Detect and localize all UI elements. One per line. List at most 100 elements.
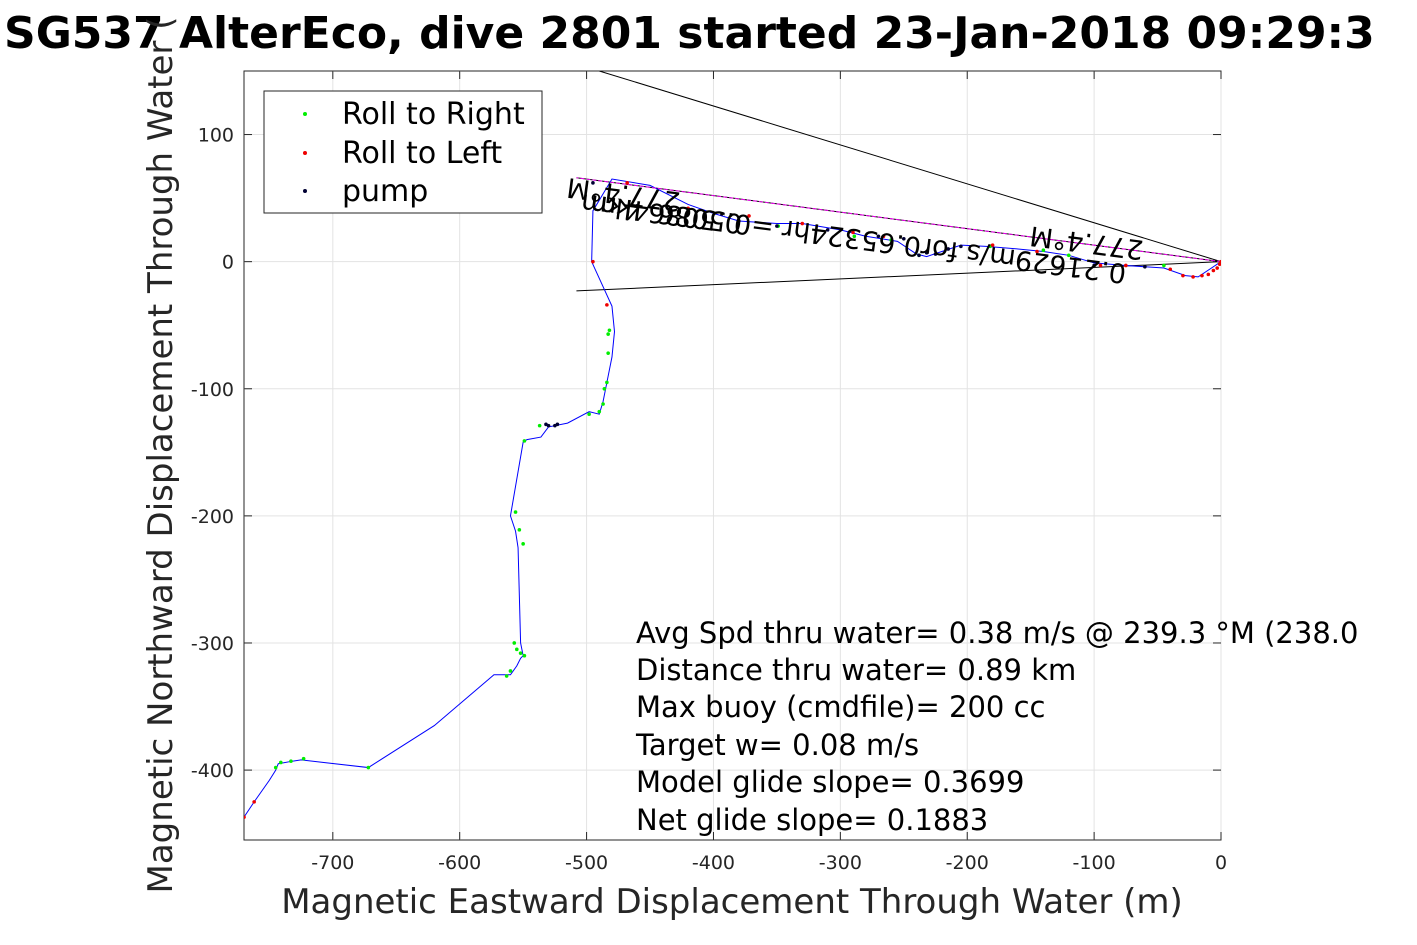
roll-left-point — [747, 214, 751, 218]
y-tick-label: 100 — [198, 125, 234, 147]
roll-right-point — [278, 760, 283, 765]
x-tick-label: 0 — [1215, 852, 1227, 874]
roll-left-point — [1215, 266, 1219, 270]
pump-point — [591, 181, 595, 185]
pump-point — [876, 234, 881, 239]
roll-left-point — [1211, 268, 1216, 273]
roll-left-point — [625, 181, 629, 185]
roll-right-point — [1041, 248, 1046, 253]
roll-right-point — [301, 756, 306, 761]
roll-left-point — [800, 221, 805, 226]
roll-right-point — [518, 651, 523, 655]
roll-left-point — [1206, 272, 1211, 277]
roll-right-point — [537, 423, 542, 428]
roll-left-point — [686, 206, 690, 211]
y-tick-label: 0 — [222, 252, 234, 274]
annotation-max-buoy: Max buoy (cmdfile)= 200 cc — [636, 690, 1045, 724]
x-tick-label: -500 — [565, 852, 608, 874]
pump-point — [1092, 263, 1096, 268]
roll-right-point — [513, 510, 518, 514]
pump-point — [901, 236, 906, 241]
roll-right-point — [522, 653, 527, 658]
roll-left-point — [990, 243, 995, 247]
pump-point — [924, 250, 929, 255]
roll-right-point — [366, 765, 371, 770]
pump-point — [775, 224, 779, 228]
roll-right-point — [587, 412, 591, 416]
pump-point — [917, 253, 921, 258]
annotation-net-glide: Net glide slope= 0.1883 — [636, 803, 988, 837]
legend-marker-pump — [303, 189, 307, 193]
roll-right-point — [607, 328, 612, 333]
roll-right-point — [273, 765, 278, 770]
roll-left-point — [591, 259, 595, 264]
roll-left-point — [1124, 263, 1128, 268]
legend-marker-roll-left — [303, 151, 307, 155]
annotation-distance: Distance thru water= 0.89 km — [636, 653, 1076, 687]
data-markers — [244, 181, 1221, 819]
roll-left-point — [1191, 275, 1195, 279]
pump-point — [686, 211, 690, 216]
roll-left-point — [1200, 273, 1204, 278]
roll-right-point — [512, 641, 517, 645]
axis-ticks: -700 -600 -500 -400 -300 -200 -100 0 100 0 -100 -20… — [191, 71, 1227, 874]
roll-left-point — [1217, 262, 1221, 267]
roll-right-point — [852, 234, 857, 239]
y-axis-label: Magnetic Northward Displacement Through … — [141, 17, 181, 894]
roll-right-point — [605, 380, 609, 385]
series-lines — [244, 177, 1221, 818]
pump-point — [933, 252, 938, 256]
annotation-target-w: Target w= 0.08 m/s — [635, 728, 919, 762]
annotation-avg-speed: Avg Spd thru water= 0.38 m/s @ 239.3 °M … — [636, 616, 1358, 650]
roll-left-point — [1098, 263, 1103, 268]
x-tick-label: -200 — [946, 852, 989, 874]
roll-right-point — [601, 402, 605, 406]
legend-box — [263, 90, 543, 214]
y-tick-label: -200 — [191, 506, 234, 528]
x-tick-label: -400 — [692, 852, 735, 874]
roll-right-point — [889, 238, 893, 242]
roll-right-point — [517, 528, 522, 532]
pump-point — [737, 219, 741, 223]
legend-label-pump: pump — [342, 174, 428, 209]
stats-annotations: Avg Spd thru water= 0.38 m/s @ 239.3 °M … — [635, 616, 1358, 837]
pump-point — [825, 228, 830, 232]
roll-left-point — [1168, 267, 1173, 272]
roll-left-point — [851, 230, 855, 235]
roll-left-point — [605, 303, 609, 307]
y-tick-label: -300 — [191, 633, 234, 655]
y-tick-label: -400 — [191, 760, 234, 782]
roll-left-point — [1219, 259, 1221, 264]
roll-right-point — [504, 674, 509, 678]
roll-left-point — [1035, 249, 1039, 254]
roll-left-point — [244, 815, 246, 819]
legend-label-roll-right: Roll to Right — [342, 97, 525, 132]
annotation-model-glide: Model glide slope= 0.3699 — [636, 765, 1024, 799]
pump-point — [959, 244, 963, 249]
roll-left-point — [881, 234, 886, 239]
x-tick-label: -100 — [1073, 852, 1116, 874]
pump-point — [635, 203, 640, 208]
x-tick-label: -700 — [311, 852, 354, 874]
reference-line — [599, 71, 1221, 263]
legend: Roll to Right Roll to Left pump — [263, 90, 543, 214]
pump-point — [555, 422, 560, 427]
series-line-vector — [576, 177, 1221, 263]
roll-right-point — [597, 409, 602, 414]
pump-point — [546, 423, 551, 428]
y-tick-label: -100 — [191, 379, 234, 401]
reference-line — [576, 261, 1221, 292]
roll-right-point — [1162, 263, 1166, 268]
series-line-track — [244, 178, 1221, 818]
x-tick-label: -300 — [819, 852, 862, 874]
roll-right-point — [606, 351, 610, 355]
roll-left-point — [252, 800, 256, 804]
roll-right-point — [606, 332, 610, 336]
legend-label-roll-left: Roll to Left — [342, 136, 502, 171]
roll-right-point — [1066, 253, 1071, 258]
roll-right-point — [522, 439, 527, 443]
roll-right-point — [508, 669, 513, 673]
roll-right-point — [602, 386, 607, 391]
pump-point — [946, 247, 951, 251]
